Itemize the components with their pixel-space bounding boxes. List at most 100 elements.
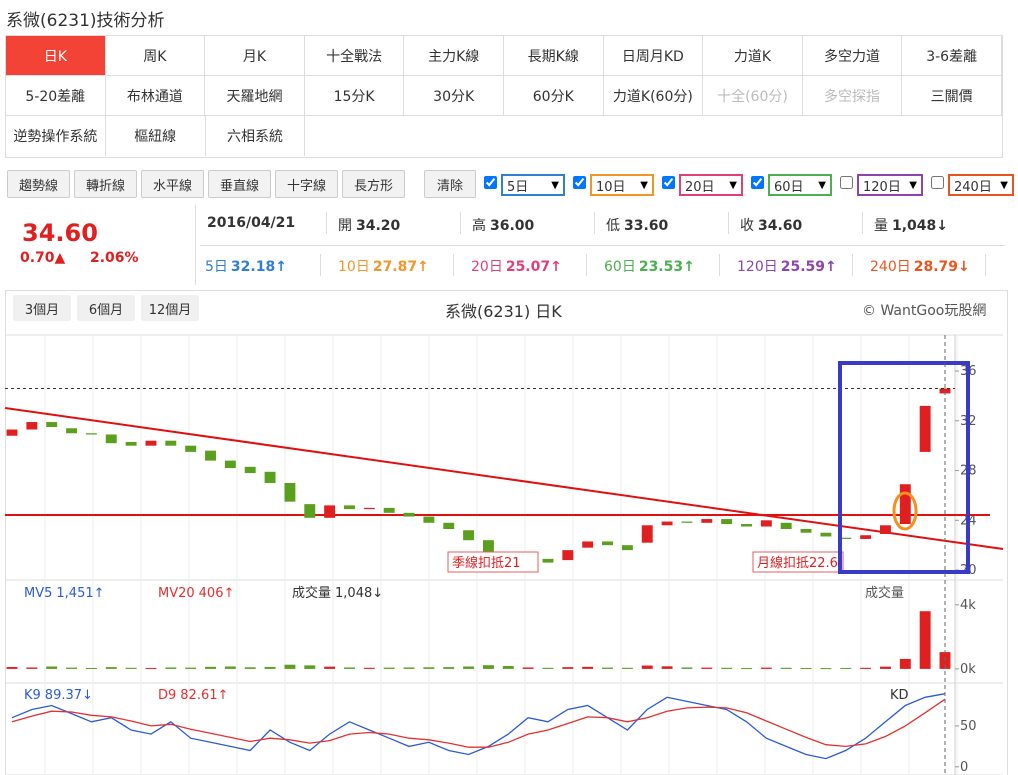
tab[interactable]: 15分K <box>304 76 405 116</box>
candle <box>423 516 435 523</box>
ma-select[interactable]: 240日 <box>948 174 1014 196</box>
candle <box>760 520 772 527</box>
tab[interactable]: 主力K線 <box>404 36 504 76</box>
candle <box>85 433 97 435</box>
tab[interactable]: 樞紐線 <box>106 116 206 156</box>
tab[interactable]: 多空力道 <box>802 36 903 76</box>
candle <box>205 450 216 461</box>
range-button[interactable]: 12個月 <box>141 295 199 321</box>
tab[interactable]: 月K <box>205 36 305 76</box>
volume-bar <box>383 667 395 669</box>
tab-grid: 日K 周K 月K 十全戰法 主力K線 長期K線 日周月KD 力道K 多空力道 3-6差離 5-20差… <box>5 35 1003 158</box>
ma-select[interactable]: 10日 <box>590 174 654 196</box>
clear-button[interactable]: 清除 <box>424 170 476 198</box>
ma-checkbox[interactable] <box>484 176 497 189</box>
tool-button[interactable]: 轉折線 <box>74 170 137 198</box>
range-button[interactable]: 6個月 <box>77 295 135 321</box>
tab[interactable]: 日周月KD <box>603 36 704 76</box>
tab[interactable]: 5-20差離 <box>6 76 106 116</box>
tab[interactable]: 長期K線 <box>503 36 604 76</box>
volume-bar <box>780 667 792 669</box>
tool-button[interactable]: 垂直線 <box>208 170 271 198</box>
tab[interactable]: 逆勢操作系統 <box>6 116 106 156</box>
page-title: 系微(6231)技術分析 <box>6 11 165 31</box>
annotation-text: 月線扣抵22.6 <box>757 555 838 571</box>
ma-value: 60日 23.53↑ <box>604 256 695 276</box>
y-tick-label: 50 <box>960 719 977 734</box>
volume-bar <box>800 667 812 669</box>
legend-value: 89.37↓ <box>45 688 93 703</box>
volume-bar <box>324 666 336 669</box>
candle <box>324 505 336 518</box>
ma-checkbox[interactable] <box>751 176 764 189</box>
volume-bar <box>304 665 316 669</box>
quote-field: 量 1,048↓ <box>874 215 948 235</box>
ma-checkbox[interactable] <box>573 176 586 189</box>
volume-bar <box>582 666 594 669</box>
credit: © WantGoo玩股網 <box>862 303 987 319</box>
tool-button[interactable]: 長方形 <box>342 170 405 198</box>
ma-number: 25.07↑ <box>505 259 562 275</box>
tab[interactable]: 周K <box>105 36 206 76</box>
panel-title: 成交量 <box>865 585 904 601</box>
change: 0.70▲ <box>20 250 66 266</box>
ma-select[interactable]: 20日 <box>679 174 743 196</box>
tool-button[interactable]: 十字線 <box>275 170 338 198</box>
tab[interactable]: 3-6差離 <box>902 36 1002 76</box>
candle <box>125 441 137 446</box>
ma-select[interactable]: 60日 <box>768 174 832 196</box>
quote-date: 2016/04/21 <box>207 215 296 231</box>
ma-checkbox[interactable] <box>840 176 853 189</box>
tab[interactable]: 三關價 <box>902 76 1002 116</box>
tool-button[interactable]: 趨勢線 <box>7 170 70 198</box>
volume-bar <box>46 666 58 669</box>
y-tick-label: 0 <box>960 760 968 775</box>
ma-select[interactable]: 5日 <box>501 174 565 196</box>
quote-field: 高 36.00 <box>472 215 534 235</box>
volume-bar <box>145 667 157 669</box>
sep <box>453 254 454 276</box>
tab[interactable]: 30分K <box>404 76 504 116</box>
candle <box>562 550 574 561</box>
legend-label: D9 82.61↑ <box>158 688 228 703</box>
tab[interactable]: 天羅地網 <box>205 76 305 116</box>
tab[interactable]: 多空探指 <box>802 76 903 116</box>
ma-number: 23.53↑ <box>638 259 695 275</box>
volume-bar <box>522 667 534 669</box>
ma-value: 5日 32.18↑ <box>205 256 287 276</box>
tab[interactable]: 布林通道 <box>105 76 206 116</box>
quote-field: 開 34.20 <box>338 215 400 235</box>
tab[interactable]: 力道K <box>703 36 803 76</box>
ma-select[interactable]: 120日 <box>857 174 923 196</box>
ma-number: 25.59↑ <box>780 259 837 275</box>
volume-bar <box>760 667 772 669</box>
tab[interactable]: 力道K(60分) <box>603 76 704 116</box>
tab[interactable]: 日K <box>6 36 106 76</box>
tab[interactable]: 十全戰法 <box>304 36 405 76</box>
indicator-name: MV5 <box>24 586 52 601</box>
candle <box>939 388 951 394</box>
kd-line <box>11 693 946 760</box>
tab[interactable]: 60分K <box>503 76 604 116</box>
candle <box>641 525 653 543</box>
candle <box>919 405 931 452</box>
candle <box>879 525 891 534</box>
ma-checkbox[interactable] <box>662 176 675 189</box>
field-label: 收 <box>740 218 754 234</box>
annotation-box <box>752 551 844 573</box>
candle <box>304 504 316 518</box>
ma-checkbox[interactable] <box>931 176 944 189</box>
candle <box>582 541 594 548</box>
indicator-value: 1,451↑ <box>56 586 104 601</box>
tab[interactable]: 六相系統 <box>206 116 306 156</box>
panel-title: KD <box>890 688 909 703</box>
candle <box>165 440 177 446</box>
volume-bar <box>562 667 574 669</box>
volume-bar <box>641 665 653 669</box>
ma-label: 20日 <box>471 259 503 275</box>
tab[interactable]: 十全(60分) <box>703 76 803 116</box>
range-button[interactable]: 3個月 <box>13 295 71 321</box>
tool-button[interactable]: 水平線 <box>141 170 204 198</box>
volume-bar <box>602 667 613 669</box>
